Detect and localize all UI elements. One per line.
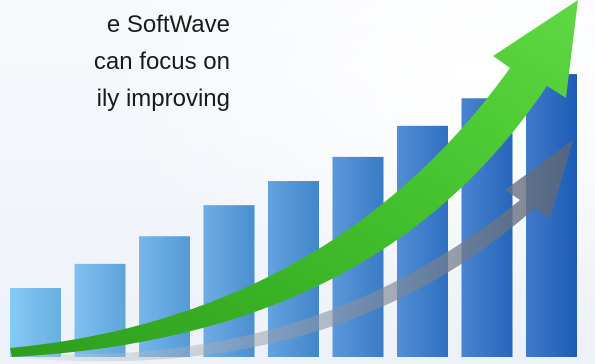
bar-4 <box>203 205 255 357</box>
bar-9 <box>526 74 577 357</box>
growth-arrow <box>10 0 578 357</box>
caption-line-3: ily improving <box>96 85 230 112</box>
shadow-swoosh <box>20 140 573 362</box>
caption-text: e SoftWave can focus on ily improving <box>0 6 230 117</box>
caption-line-2: can focus on <box>93 48 230 75</box>
caption-line-1: e SoftWave <box>106 11 230 38</box>
